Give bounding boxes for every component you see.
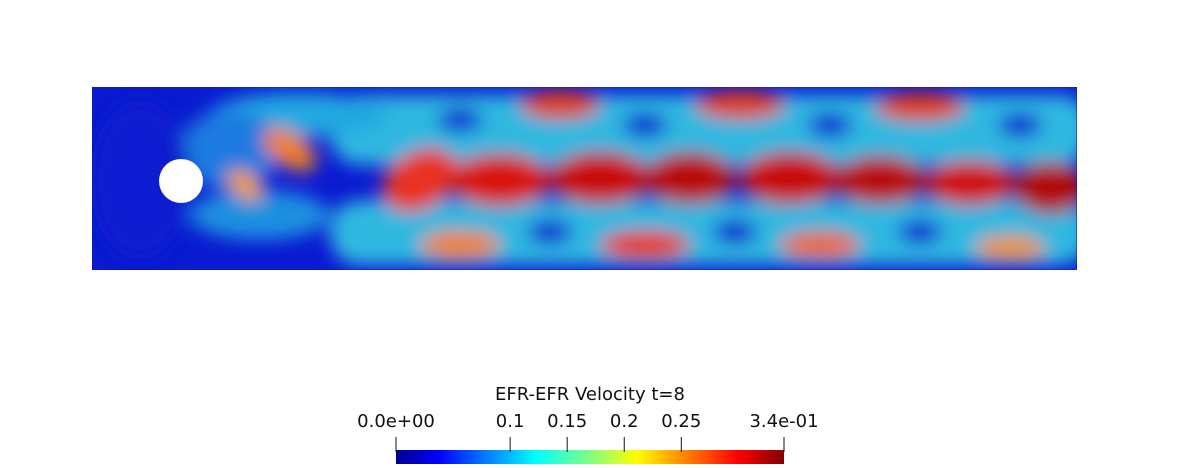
colorbar-ticks <box>395 437 785 452</box>
colorbar-tick-label: 0.1 <box>495 411 525 432</box>
colorbar-tick-label: 0.0e+00 <box>357 411 435 432</box>
colorbar-title: EFR-EFR Velocity t=8 <box>495 384 685 405</box>
colorbar <box>395 437 785 464</box>
colorbar-tick-label: 3.4e-01 <box>749 411 819 432</box>
colorbar-tick-label: 0.25 <box>661 411 702 432</box>
colorbar-gradient <box>396 450 784 464</box>
colorbar-tick-label: 0.15 <box>547 411 588 432</box>
flow-domain <box>92 87 1077 270</box>
cylinder-obstacle <box>159 159 203 203</box>
colorbar-tick-label: 0.2 <box>609 411 639 432</box>
